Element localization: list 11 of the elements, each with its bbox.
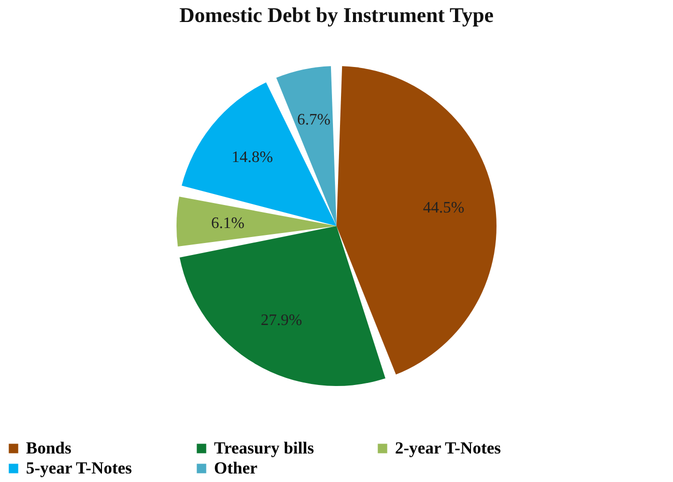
- data-label: 27.9%: [260, 312, 302, 329]
- chart-title: Domestic Debt by Instrument Type: [179, 3, 494, 27]
- legend-label: 2-year T-Notes: [395, 438, 502, 458]
- legend-label: Other: [214, 458, 258, 478]
- data-label: 6.7%: [297, 112, 330, 129]
- legend-label: 5-year T-Notes: [26, 458, 132, 478]
- legend-label: Treasury bills: [214, 438, 314, 458]
- data-label: 14.8%: [232, 149, 273, 166]
- data-label: 44.5%: [423, 199, 464, 216]
- data-label: 6.1%: [211, 214, 244, 232]
- legend-label: Bonds: [26, 438, 72, 458]
